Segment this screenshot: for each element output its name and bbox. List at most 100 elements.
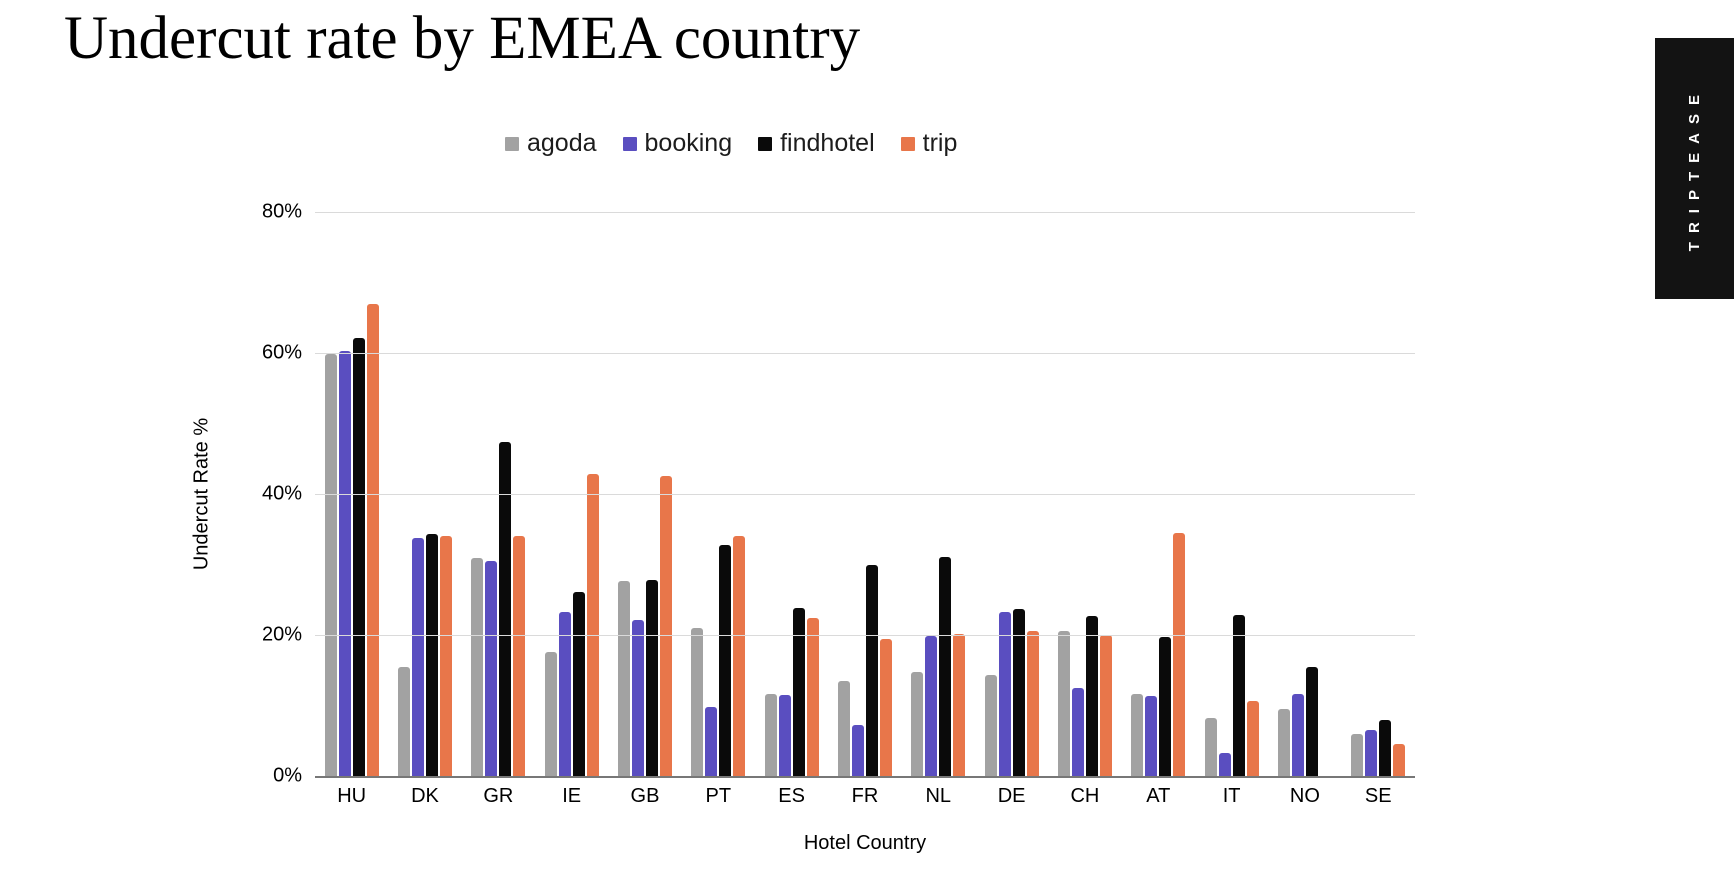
gridline-60	[315, 353, 1415, 354]
bar-group-CH: CH	[1048, 212, 1121, 807]
bar-group-GB: GB	[608, 212, 681, 807]
bar-agoda-NL	[911, 672, 924, 776]
bar-booking-AT	[1145, 695, 1158, 776]
bar-findhotel-PT	[719, 545, 732, 776]
bar-trip-SE	[1393, 743, 1406, 776]
bar-agoda-CH	[1057, 630, 1070, 776]
gridline-80	[315, 212, 1415, 213]
bar-findhotel-SE	[1379, 720, 1392, 776]
legend-swatch-booking	[622, 136, 637, 151]
bar-group-FR: FR	[828, 212, 901, 807]
triptease-logo-banner: TRIPTEASE	[1655, 38, 1734, 299]
legend-swatch-findhotel	[758, 136, 773, 151]
bar-findhotel-GB	[645, 580, 658, 776]
gridline-20	[315, 635, 1415, 636]
bar-trip-IT	[1246, 700, 1259, 776]
plot-area: Undercut Rate % HU DK GR IE GB PT ES FR NL DE CH AT…	[191, 201, 1415, 854]
legend-swatch-agoda	[505, 136, 519, 151]
bar-booking-GR	[485, 560, 498, 776]
bar-booking-HU	[338, 350, 351, 776]
bar-group-PT: PT	[682, 212, 755, 807]
bar-booking-CH	[1071, 687, 1084, 776]
x-tick-label: HU	[337, 785, 367, 807]
bar-trip-FR	[879, 639, 892, 776]
y-axis-title: Undercut Rate %	[190, 417, 213, 571]
y-tick-label: 40%	[261, 482, 302, 505]
bar-group-NL: NL	[902, 212, 975, 807]
bar-booking-DE	[998, 611, 1011, 776]
bar-booking-PT	[705, 706, 718, 776]
bar-agoda-GB	[617, 581, 630, 776]
legend-swatch-trip	[900, 136, 915, 151]
bar-booking-GB	[631, 619, 644, 776]
bar-findhotel-DK	[425, 534, 438, 776]
bar-group-DK: DK	[388, 212, 461, 807]
bar-group-GR: GR	[462, 212, 535, 807]
bar-group-IT: IT	[1195, 212, 1268, 807]
bar-findhotel-GR	[499, 441, 512, 776]
bar-group-ES: ES	[755, 212, 828, 807]
bar-trip-GR	[513, 536, 526, 776]
y-tick-label: 80%	[261, 200, 302, 223]
bar-findhotel-HU	[352, 337, 365, 776]
bar-agoda-SE	[1351, 733, 1364, 776]
bar-agoda-HU	[324, 354, 337, 776]
x-tick-label: PT	[705, 785, 732, 807]
gridline-40	[315, 494, 1415, 495]
bar-group-IE: IE	[535, 212, 608, 807]
bar-agoda-AT	[1131, 694, 1144, 776]
x-tick-label: GR	[483, 785, 514, 807]
bar-group-HU: HU	[315, 212, 388, 807]
bar-trip-CH	[1099, 635, 1112, 776]
triptease-logo-text: TRIPTEASE	[1686, 85, 1703, 252]
bar-booking-NO	[1291, 693, 1304, 776]
bar-findhotel-IT	[1232, 614, 1245, 776]
bar-findhotel-NL	[939, 556, 952, 776]
bar-booking-NL	[925, 635, 938, 776]
bar-groups: HU DK GR IE GB PT ES FR NL DE CH AT IT NO SE	[315, 212, 1415, 807]
bar-agoda-FR	[837, 680, 850, 776]
legend-item-booking: booking	[622, 129, 733, 158]
bar-agoda-ES	[764, 694, 777, 776]
bar-findhotel-FR	[865, 564, 878, 776]
bar-findhotel-ES	[792, 607, 805, 776]
bar-booking-IE	[558, 611, 571, 776]
bar-booking-SE	[1365, 730, 1378, 776]
bar-trip-DE	[1026, 631, 1039, 776]
bar-group-DE: DE	[975, 212, 1048, 807]
x-tick-label: GB	[630, 785, 660, 807]
legend-label: findhotel	[780, 129, 875, 157]
x-tick-label: AT	[1146, 785, 1171, 807]
x-tick-label: ES	[778, 785, 805, 807]
bar-agoda-PT	[691, 627, 704, 776]
bar-findhotel-AT	[1159, 637, 1172, 776]
bar-findhotel-CH	[1085, 615, 1098, 776]
bar-agoda-NO	[1277, 709, 1290, 776]
bar-group-NO: NO	[1268, 212, 1341, 807]
legend-item-agoda: agoda	[505, 129, 597, 158]
chart-title: Undercut rate by EMEA country	[64, 5, 861, 72]
bar-booking-DK	[411, 538, 424, 776]
bar-trip-IE	[586, 474, 599, 776]
bar-trip-AT	[1173, 533, 1186, 776]
legend-label: trip	[922, 129, 958, 157]
y-tick-label: 60%	[261, 341, 302, 364]
x-tick-label: NO	[1289, 785, 1320, 807]
bar-agoda-IT	[1204, 717, 1217, 776]
x-tick-label: IT	[1222, 785, 1241, 807]
bar-agoda-DK	[397, 667, 410, 776]
bar-findhotel-DE	[1012, 608, 1025, 776]
bar-agoda-DE	[984, 675, 997, 776]
x-tick-label: DK	[411, 785, 439, 807]
y-tick-label: 20%	[261, 623, 302, 646]
x-tick-label: IE	[562, 785, 582, 807]
bar-findhotel-IE	[572, 592, 585, 776]
bar-group-AT: AT	[1122, 212, 1195, 807]
legend-label: booking	[644, 129, 733, 157]
x-tick-label: CH	[1070, 785, 1100, 807]
bar-trip-DK	[439, 536, 452, 776]
bar-booking-ES	[778, 694, 791, 776]
bar-agoda-GR	[471, 558, 484, 776]
bar-trip-PT	[733, 536, 746, 776]
